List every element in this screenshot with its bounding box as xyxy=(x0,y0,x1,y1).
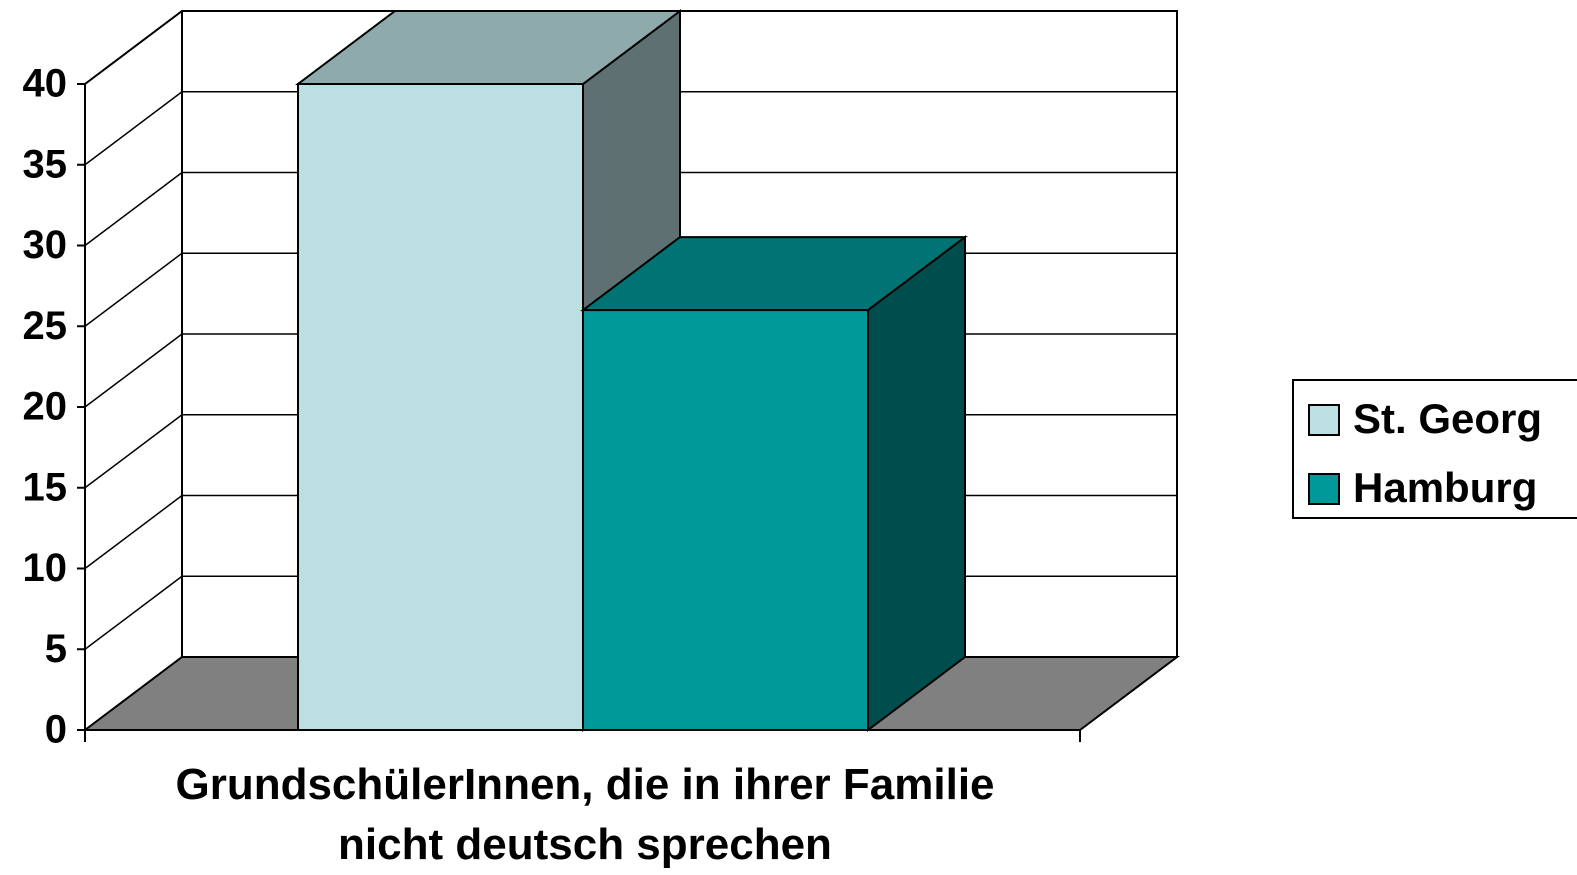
bar-side xyxy=(867,235,966,733)
bar xyxy=(297,83,584,731)
grid-line xyxy=(84,171,183,247)
x-category-label: GrundschülerInnen, die in ihrer Familie … xyxy=(175,760,995,869)
legend-box xyxy=(1292,379,1577,519)
grid-line xyxy=(84,494,183,570)
y-tick-label: 10 xyxy=(23,546,68,590)
legend-swatch xyxy=(1308,404,1340,436)
y-tick-label: 30 xyxy=(23,223,68,267)
grid-line xyxy=(84,10,183,85)
y-tick-label: 25 xyxy=(23,304,68,348)
grid-line xyxy=(84,333,183,408)
y-tick-label: 40 xyxy=(23,62,68,106)
y-tick-label: 0 xyxy=(45,708,67,752)
y-tick-label: 15 xyxy=(23,465,68,509)
bar xyxy=(582,309,869,731)
y-tick-label: 5 xyxy=(45,627,67,671)
grid-line xyxy=(84,91,183,166)
legend-label: St. Georg xyxy=(1353,395,1542,442)
grid-line xyxy=(84,575,183,650)
legend-swatch xyxy=(1308,473,1340,505)
y-tick-label: 20 xyxy=(23,385,68,429)
grid-line xyxy=(84,414,183,489)
legend-label: Hamburg xyxy=(1353,464,1537,511)
grid-line xyxy=(84,252,183,327)
y-tick-label: 35 xyxy=(23,142,68,186)
